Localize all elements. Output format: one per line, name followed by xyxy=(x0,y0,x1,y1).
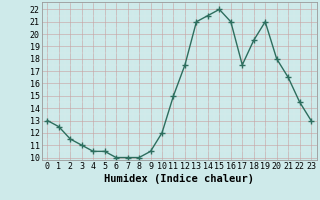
X-axis label: Humidex (Indice chaleur): Humidex (Indice chaleur) xyxy=(104,174,254,184)
